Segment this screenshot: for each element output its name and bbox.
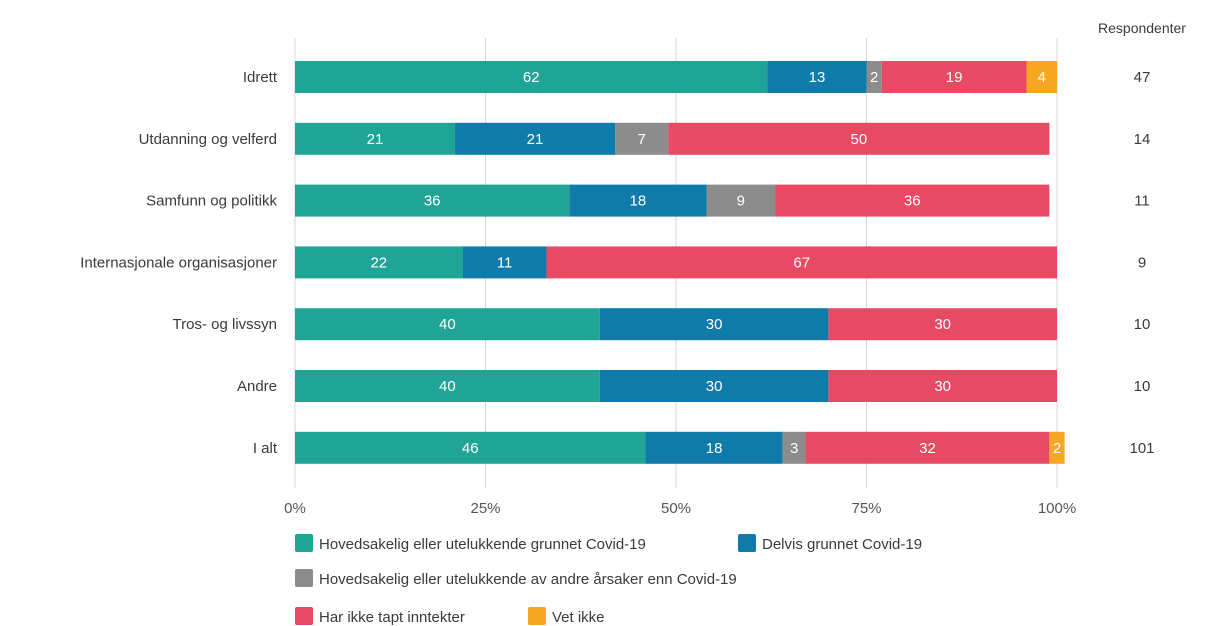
legend-label: Delvis grunnet Covid-19 <box>762 536 922 553</box>
respondents-value: 9 <box>1138 254 1146 271</box>
bar-value-label: 2 <box>870 69 878 86</box>
bar-value-label: 40 <box>439 378 456 395</box>
bar-segment <box>295 184 570 217</box>
bar-value-label: 22 <box>370 254 387 271</box>
category-label: Samfunn og politikk <box>146 193 277 210</box>
legend-label: Har ikke tapt inntekter <box>319 609 465 626</box>
category-label: Tros- og livssyn <box>173 316 277 333</box>
category-labels: Idrett Utdanning og velferd Samfunn og pol… <box>80 69 278 457</box>
respondents-value: 47 <box>1134 69 1151 86</box>
bar-value-label: 36 <box>424 193 441 210</box>
legend-label: Hovedsakelig eller utelukkende grunnet C… <box>319 536 646 553</box>
legend-swatch <box>295 534 313 552</box>
respondents-column: 47 14 11 9 10 10 101 <box>1129 69 1154 457</box>
bar-segment <box>599 308 829 341</box>
x-tick-label: 50% <box>661 500 691 517</box>
legend-swatch <box>295 569 313 587</box>
bar-value-label: 7 <box>638 131 646 148</box>
bar-value-label: 62 <box>523 69 540 86</box>
bar-value-label: 30 <box>706 378 723 395</box>
bar-segment <box>668 122 1050 155</box>
legend-swatch <box>528 607 546 625</box>
bar-value-label: 18 <box>706 440 723 457</box>
bar-value-label: 21 <box>527 131 544 148</box>
bar-segment <box>782 431 806 464</box>
bar-segment <box>828 308 1057 341</box>
bar-segment <box>462 246 547 279</box>
bar-segment <box>767 61 867 93</box>
bar-value-label: 36 <box>904 193 921 210</box>
x-axis-ticks: 0% 25% 50% 75% 100% <box>284 500 1076 517</box>
legend-label: Hovedsakelig eller utelukkende av andre … <box>319 571 737 588</box>
x-tick-label: 100% <box>1038 500 1076 517</box>
bar-segment <box>599 370 829 402</box>
x-tick-label: 75% <box>851 500 881 517</box>
bar-value-label: 30 <box>934 316 951 333</box>
legend-label: Vet ikke <box>552 609 605 626</box>
bar-value-label: 19 <box>946 69 963 86</box>
bar-value-label: 67 <box>793 254 810 271</box>
bar-value-label: 13 <box>809 69 826 86</box>
bar-value-label: 11 <box>497 254 513 271</box>
bar-segment <box>645 431 783 464</box>
respondents-header: Respondenter <box>1098 20 1186 36</box>
bar-value-label: 40 <box>439 316 456 333</box>
legend: Hovedsakelig eller utelukkende grunnet C… <box>295 534 922 626</box>
bar-value-label: 50 <box>851 131 868 148</box>
respondents-value: 10 <box>1134 378 1151 395</box>
bar-segment <box>569 184 707 217</box>
bar-segment <box>1026 61 1057 93</box>
bar-segment <box>615 122 669 155</box>
bar-segment <box>775 184 1050 217</box>
bar-segment <box>881 61 1027 93</box>
bar-segment <box>295 431 646 464</box>
bar-value-label: 32 <box>919 440 936 457</box>
category-label: Idrett <box>243 69 278 86</box>
category-label: Utdanning og velferd <box>139 131 277 148</box>
bar-segment <box>1049 431 1065 464</box>
respondents-value: 14 <box>1134 131 1151 148</box>
bar-value-label: 21 <box>367 131 384 148</box>
bar-value-label: 18 <box>630 193 647 210</box>
bar-value-label: 9 <box>737 193 745 210</box>
bar-segment <box>866 61 882 93</box>
legend-swatch <box>295 607 313 625</box>
category-label: I alt <box>253 440 278 457</box>
bar-segment <box>706 184 776 217</box>
bar-segment <box>455 122 616 155</box>
bar-segment <box>828 370 1057 402</box>
bar-segment <box>546 246 1057 279</box>
x-tick-label: 0% <box>284 500 306 517</box>
bar-value-label: 2 <box>1053 440 1061 457</box>
bar-value-label: 4 <box>1038 69 1046 86</box>
bar-value-label: 30 <box>934 378 951 395</box>
bars: 62 13 2 19 4 21 21 7 50 36 18 9 36 22 11 67 40 30 30 40 30 30… <box>295 61 1065 464</box>
x-tick-label: 25% <box>470 500 500 517</box>
bar-segment <box>805 431 1050 464</box>
bar-segment <box>295 246 463 279</box>
bar-segment <box>295 61 768 93</box>
bar-segment <box>295 122 456 155</box>
bar-value-label: 3 <box>790 440 798 457</box>
respondents-value: 101 <box>1129 440 1154 457</box>
category-label: Andre <box>237 378 277 395</box>
bar-value-label: 46 <box>462 440 479 457</box>
bar-segment <box>295 370 600 402</box>
respondents-value: 11 <box>1134 193 1150 210</box>
category-label: Internasjonale organisasjoner <box>80 254 277 271</box>
respondents-value: 10 <box>1134 316 1151 333</box>
bar-segment <box>295 308 600 341</box>
legend-swatch <box>738 534 756 552</box>
bar-value-label: 30 <box>706 316 723 333</box>
